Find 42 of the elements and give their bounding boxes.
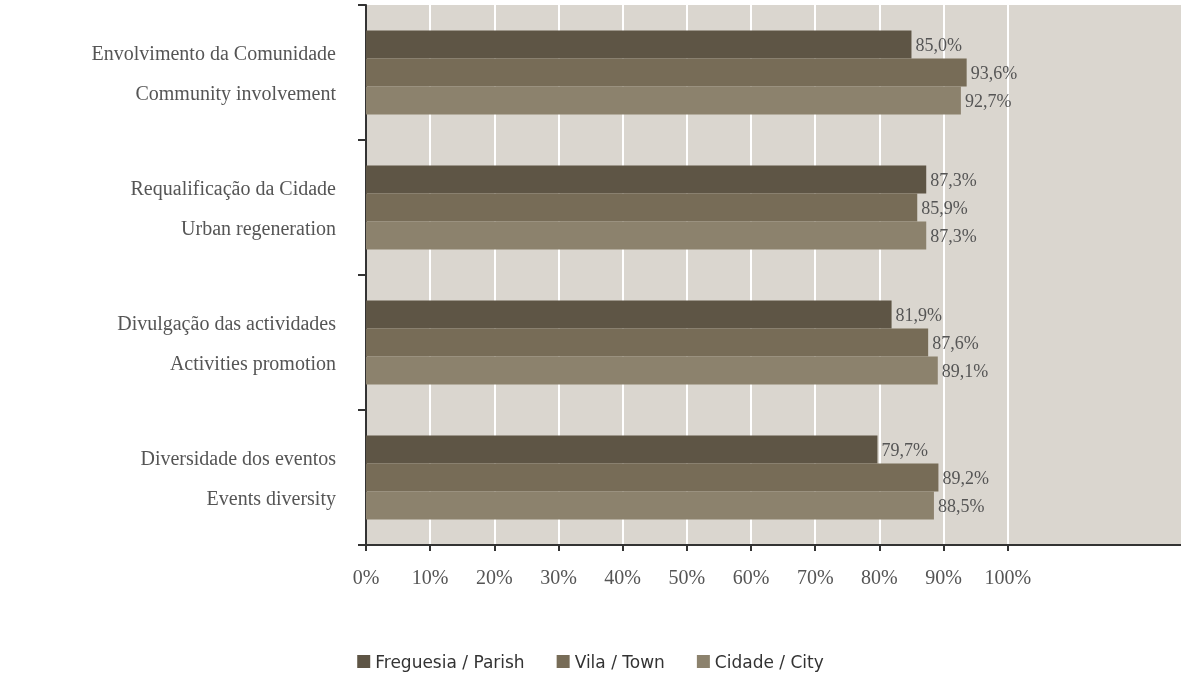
x-tick-label: 60% [732,566,770,588]
legend-label: Cidade / City [714,651,824,672]
legend-label: Freguesia / Parish [375,651,525,672]
y-tick-label: Divulgação das actividades Activities promotion [117,311,337,375]
data-label: 92,7% [964,90,1012,111]
bar [366,86,961,115]
x-tick-label: 80% [861,566,898,588]
bar [366,435,878,464]
x-tick-label: 30% [540,566,577,588]
y-tick-label: Envolvimento da Comunidade Community involvement [91,41,337,105]
bar [366,30,912,59]
bar [366,463,939,492]
x-tick-label: 70% [796,566,834,588]
data-label: 85,9% [921,197,968,218]
x-tick-label: 20% [476,566,513,588]
x-tick-label: 0% [352,566,380,588]
y-tick-label: Diversidade dos eventos Events diversity [140,446,337,510]
data-label: 79,7% [881,439,928,460]
data-label: 87,3% [930,225,977,246]
data-label: 89,2% [942,467,989,488]
bar [366,58,967,87]
bar [366,193,918,222]
data-label: 87,3% [930,169,977,190]
bar [366,491,934,520]
data-label: 93,6% [970,62,1018,83]
data-label: 88,5% [937,495,985,516]
bar [366,328,929,357]
x-tick-label: 40% [604,566,642,588]
bar [366,300,892,329]
x-tick-label: 10% [411,566,449,588]
data-label: 81,9% [895,304,943,325]
x-tick-label: 50% [668,566,706,588]
data-label: 89,1% [941,360,989,381]
bar [366,165,927,194]
bar [366,356,938,385]
data-label: 85,0% [915,34,962,55]
legend-label: Vila / Town [574,651,665,672]
y-tick-label: Requalificação da Cidade Urban regeneration [130,176,337,240]
data-label: 87,6% [932,332,979,353]
bar [366,221,927,250]
x-tick-label: 90% [925,566,962,588]
x-tick-label: 100% [984,566,1032,588]
